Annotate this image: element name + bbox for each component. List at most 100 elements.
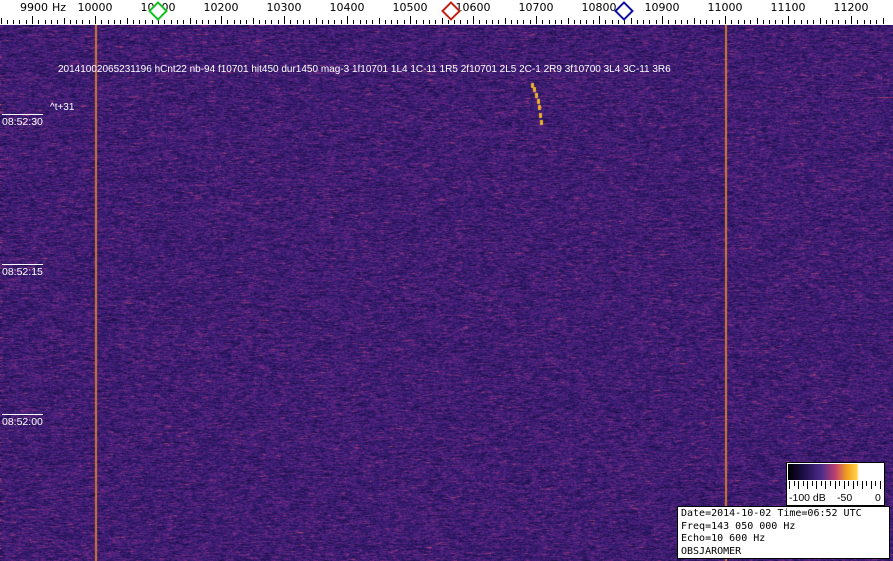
ruler-tick bbox=[788, 16, 789, 24]
ruler-tick bbox=[643, 20, 644, 24]
ruler-tick bbox=[580, 20, 581, 24]
ruler-tick bbox=[775, 20, 776, 24]
ruler-tick bbox=[316, 18, 317, 24]
ruler-tick bbox=[530, 20, 531, 24]
ruler-tick bbox=[750, 20, 751, 24]
ruler-tick bbox=[794, 20, 795, 24]
ruler-tick bbox=[757, 18, 758, 24]
colorbar-tick bbox=[857, 481, 858, 486]
ruler-tick bbox=[416, 20, 417, 24]
ruler-tick bbox=[297, 20, 298, 24]
ruler-tick bbox=[423, 20, 424, 24]
ruler-tick bbox=[385, 20, 386, 24]
waterfall-display[interactable] bbox=[0, 25, 893, 561]
observer-line: OBSJAROMER bbox=[681, 546, 886, 559]
ruler-tick bbox=[883, 18, 884, 24]
ruler-tick bbox=[152, 20, 153, 24]
frequency-label: 11100 bbox=[771, 1, 806, 14]
frequency-label: 10600 bbox=[456, 1, 491, 14]
color-scale-bar: -100 dB -50 0 bbox=[786, 462, 885, 506]
ruler-tick bbox=[70, 20, 71, 24]
ruler-tick bbox=[171, 20, 172, 24]
ruler-tick bbox=[857, 20, 858, 24]
colorbar-tick bbox=[794, 481, 795, 486]
ruler-tick bbox=[618, 20, 619, 24]
ruler-tick bbox=[662, 16, 663, 24]
colorbar-tick bbox=[862, 481, 863, 489]
ruler-tick bbox=[637, 20, 638, 24]
frequency-ruler[interactable]: Hz 9900100001010010200103001040010500106… bbox=[0, 0, 893, 25]
ruler-tick bbox=[32, 16, 33, 24]
colorbar-tick bbox=[803, 481, 804, 486]
ruler-tick bbox=[265, 20, 266, 24]
echo-line: Echo=10 600 Hz bbox=[681, 533, 886, 546]
ruler-tick bbox=[687, 20, 688, 24]
ruler-tick bbox=[114, 20, 115, 24]
ruler-tick bbox=[826, 20, 827, 24]
ruler-tick bbox=[341, 20, 342, 24]
meteor-annotation: 20141002065231196 hCnt22 nb-94 f10701 hi… bbox=[58, 64, 671, 75]
info-box: Date=2014-10-02 Time=06:52 UTC Freq=143 … bbox=[677, 506, 890, 559]
colorbar-tick bbox=[789, 481, 790, 489]
colorbar-tick bbox=[839, 481, 840, 486]
ruler-tick bbox=[372, 20, 373, 24]
frequency-line: Freq=143 050 000 Hz bbox=[681, 521, 886, 534]
ruler-tick bbox=[492, 20, 493, 24]
ruler-tick bbox=[479, 20, 480, 24]
colorbar-tick bbox=[816, 481, 817, 489]
ruler-tick bbox=[51, 20, 52, 24]
ruler-tick bbox=[568, 18, 569, 24]
ruler-tick bbox=[183, 20, 184, 24]
ruler-tick bbox=[712, 20, 713, 24]
ruler-tick bbox=[145, 20, 146, 24]
ruler-tick bbox=[807, 20, 808, 24]
ruler-tick bbox=[190, 18, 191, 24]
ruler-tick bbox=[360, 20, 361, 24]
ruler-tick bbox=[259, 20, 260, 24]
ruler-tick bbox=[347, 16, 348, 24]
ruler-tick bbox=[120, 20, 121, 24]
ruler-tick bbox=[517, 20, 518, 24]
ruler-tick bbox=[876, 20, 877, 24]
ruler-tick bbox=[64, 18, 65, 24]
ruler-tick bbox=[108, 20, 109, 24]
ruler-tick bbox=[26, 20, 27, 24]
ruler-tick bbox=[7, 20, 8, 24]
colorbar-tick bbox=[853, 481, 854, 489]
ruler-tick bbox=[278, 20, 279, 24]
ruler-tick bbox=[366, 20, 367, 24]
colorbar-tick bbox=[880, 481, 881, 489]
ruler-tick bbox=[95, 16, 96, 24]
ruler-tick bbox=[820, 18, 821, 24]
ruler-tick bbox=[706, 20, 707, 24]
ruler-tick bbox=[700, 20, 701, 24]
ruler-tick bbox=[523, 20, 524, 24]
ruler-tick bbox=[725, 16, 726, 24]
ruler-tick bbox=[675, 20, 676, 24]
ruler-tick bbox=[536, 16, 537, 24]
ruler-tick bbox=[719, 20, 720, 24]
frequency-label: 10700 bbox=[519, 1, 554, 14]
ruler-tick bbox=[473, 16, 474, 24]
colorbar-tick bbox=[848, 481, 849, 486]
ruler-tick bbox=[13, 20, 14, 24]
ruler-tick bbox=[45, 20, 46, 24]
colorbar-label: 0 bbox=[875, 492, 881, 504]
ruler-tick bbox=[555, 20, 556, 24]
ruler-tick bbox=[681, 20, 682, 24]
frequency-unit: Hz bbox=[52, 1, 66, 14]
ruler-tick bbox=[649, 20, 650, 24]
ruler-tick bbox=[57, 20, 58, 24]
ruler-tick bbox=[454, 20, 455, 24]
ruler-tick bbox=[738, 20, 739, 24]
ruler-tick bbox=[1, 18, 2, 24]
ruler-tick bbox=[505, 18, 506, 24]
ruler-tick bbox=[769, 20, 770, 24]
ruler-tick bbox=[574, 20, 575, 24]
frequency-label: 10800 bbox=[582, 1, 617, 14]
ruler-tick bbox=[240, 20, 241, 24]
ruler-tick bbox=[397, 20, 398, 24]
ruler-tick bbox=[694, 18, 695, 24]
ruler-tick bbox=[731, 20, 732, 24]
